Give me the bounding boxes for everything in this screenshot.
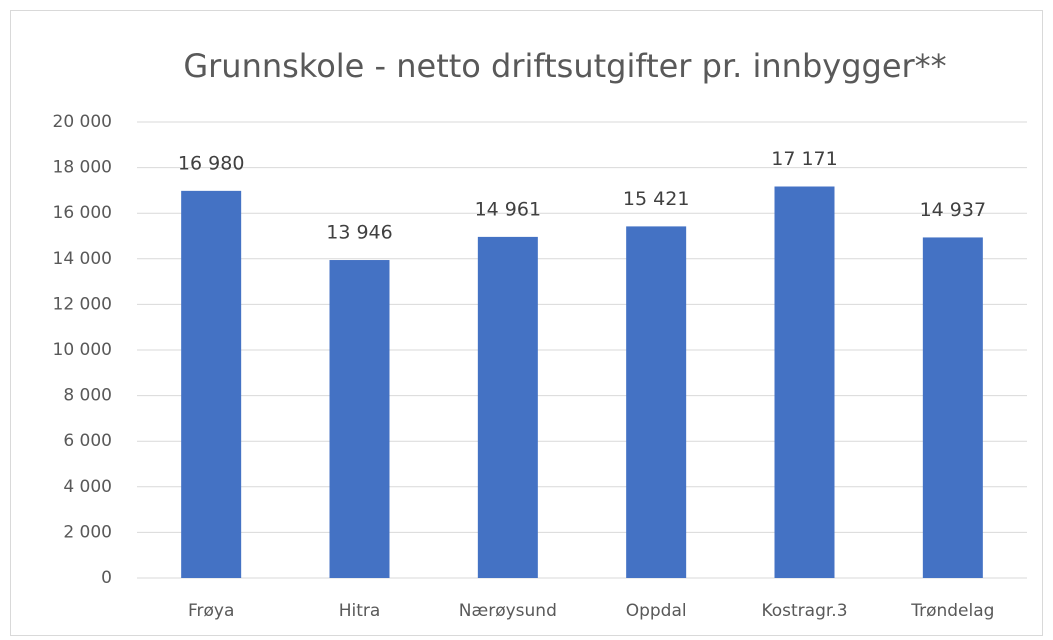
y-tick-label: 0 xyxy=(101,568,112,588)
chart-title: Grunnskole - netto driftsutgifter pr. in… xyxy=(183,47,946,85)
y-tick-label: 18 000 xyxy=(53,158,112,178)
y-tick-label: 16 000 xyxy=(53,203,112,223)
y-tick-label: 12 000 xyxy=(53,294,112,314)
bar xyxy=(922,237,983,578)
x-tick-label: Frøya xyxy=(188,601,234,621)
x-tick-label: Hitra xyxy=(339,601,381,621)
y-tick-label: 4 000 xyxy=(63,477,112,497)
y-tick-label: 2 000 xyxy=(63,522,112,542)
bar xyxy=(626,226,687,579)
data-label: 16 980 xyxy=(178,152,244,174)
bar xyxy=(329,260,390,578)
bar xyxy=(181,190,242,578)
data-label: 15 421 xyxy=(623,188,689,210)
y-tick-label: 10 000 xyxy=(53,340,112,360)
x-tick-label: Kostragr.3 xyxy=(761,601,847,621)
data-label: 13 946 xyxy=(326,222,392,244)
y-tick-label: 20 000 xyxy=(53,112,112,132)
data-label: 17 171 xyxy=(771,148,837,170)
y-tick-label: 14 000 xyxy=(53,249,112,269)
x-tick-label: Oppdal xyxy=(626,601,687,621)
y-tick-label: 8 000 xyxy=(63,386,112,406)
y-tick-label: 6 000 xyxy=(63,431,112,451)
bar xyxy=(477,236,538,578)
data-label: 14 961 xyxy=(475,198,541,220)
data-label: 14 937 xyxy=(920,199,986,221)
x-tick-label: Nærøysund xyxy=(459,601,557,621)
bar xyxy=(774,186,835,578)
x-tick-label: Trøndelag xyxy=(910,601,994,621)
